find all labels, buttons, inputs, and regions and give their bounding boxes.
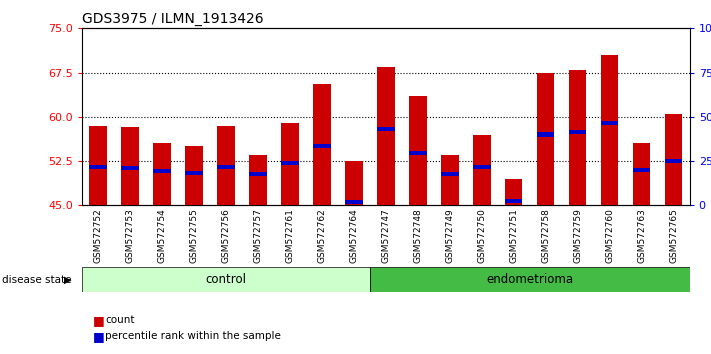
Text: GSM572748: GSM572748 xyxy=(413,209,422,263)
Text: disease state: disease state xyxy=(2,275,72,285)
Bar xyxy=(185,171,203,175)
Text: GSM572757: GSM572757 xyxy=(253,209,262,263)
Bar xyxy=(409,96,427,205)
Bar xyxy=(82,267,370,292)
Text: ▶: ▶ xyxy=(63,275,71,285)
Bar xyxy=(665,159,683,163)
Bar xyxy=(153,169,171,173)
Bar xyxy=(249,155,267,205)
Bar xyxy=(633,143,651,205)
Bar xyxy=(601,55,619,205)
Bar xyxy=(473,165,491,169)
Text: GDS3975 / ILMN_1913426: GDS3975 / ILMN_1913426 xyxy=(82,12,263,26)
Text: GSM572755: GSM572755 xyxy=(189,209,198,263)
Text: GSM572756: GSM572756 xyxy=(221,209,230,263)
Bar xyxy=(377,67,395,205)
Bar xyxy=(377,126,395,131)
Bar xyxy=(409,152,427,155)
Bar xyxy=(89,126,107,205)
Bar xyxy=(441,172,459,176)
Text: GSM572764: GSM572764 xyxy=(349,209,358,263)
Text: endometrioma: endometrioma xyxy=(486,273,573,286)
Bar xyxy=(313,144,331,148)
Bar xyxy=(121,166,139,170)
Bar xyxy=(121,127,139,205)
Text: GSM572761: GSM572761 xyxy=(285,209,294,263)
Bar xyxy=(217,126,235,205)
Bar xyxy=(249,172,267,176)
Text: GSM572763: GSM572763 xyxy=(637,209,646,263)
Text: GSM572749: GSM572749 xyxy=(445,209,454,263)
Bar xyxy=(313,84,331,205)
Text: GSM572747: GSM572747 xyxy=(381,209,390,263)
Text: GSM572759: GSM572759 xyxy=(573,209,582,263)
Text: GSM572751: GSM572751 xyxy=(509,209,518,263)
Text: percentile rank within the sample: percentile rank within the sample xyxy=(105,331,281,341)
Bar xyxy=(370,267,690,292)
Text: GSM572765: GSM572765 xyxy=(669,209,678,263)
Bar xyxy=(569,130,587,134)
Text: GSM572750: GSM572750 xyxy=(477,209,486,263)
Bar xyxy=(281,123,299,205)
Bar xyxy=(185,146,203,205)
Bar xyxy=(665,114,683,205)
Text: ■: ■ xyxy=(92,330,105,343)
Bar xyxy=(441,155,459,205)
Bar xyxy=(217,165,235,169)
Bar xyxy=(345,200,363,205)
Text: GSM572753: GSM572753 xyxy=(125,209,134,263)
Bar xyxy=(601,121,619,125)
Bar xyxy=(569,70,587,205)
Bar xyxy=(89,165,107,169)
Text: GSM572752: GSM572752 xyxy=(93,209,102,263)
Text: GSM572758: GSM572758 xyxy=(541,209,550,263)
Bar xyxy=(537,73,555,205)
Text: control: control xyxy=(205,273,246,286)
Bar xyxy=(505,199,523,202)
Text: GSM572754: GSM572754 xyxy=(157,209,166,263)
Bar xyxy=(153,143,171,205)
Bar xyxy=(345,161,363,205)
Bar xyxy=(505,179,523,205)
Text: count: count xyxy=(105,315,134,325)
Bar xyxy=(633,168,651,172)
Bar xyxy=(473,135,491,205)
Text: GSM572760: GSM572760 xyxy=(605,209,614,263)
Bar xyxy=(537,132,555,137)
Text: GSM572762: GSM572762 xyxy=(317,209,326,263)
Bar xyxy=(281,161,299,165)
Text: ■: ■ xyxy=(92,314,105,327)
